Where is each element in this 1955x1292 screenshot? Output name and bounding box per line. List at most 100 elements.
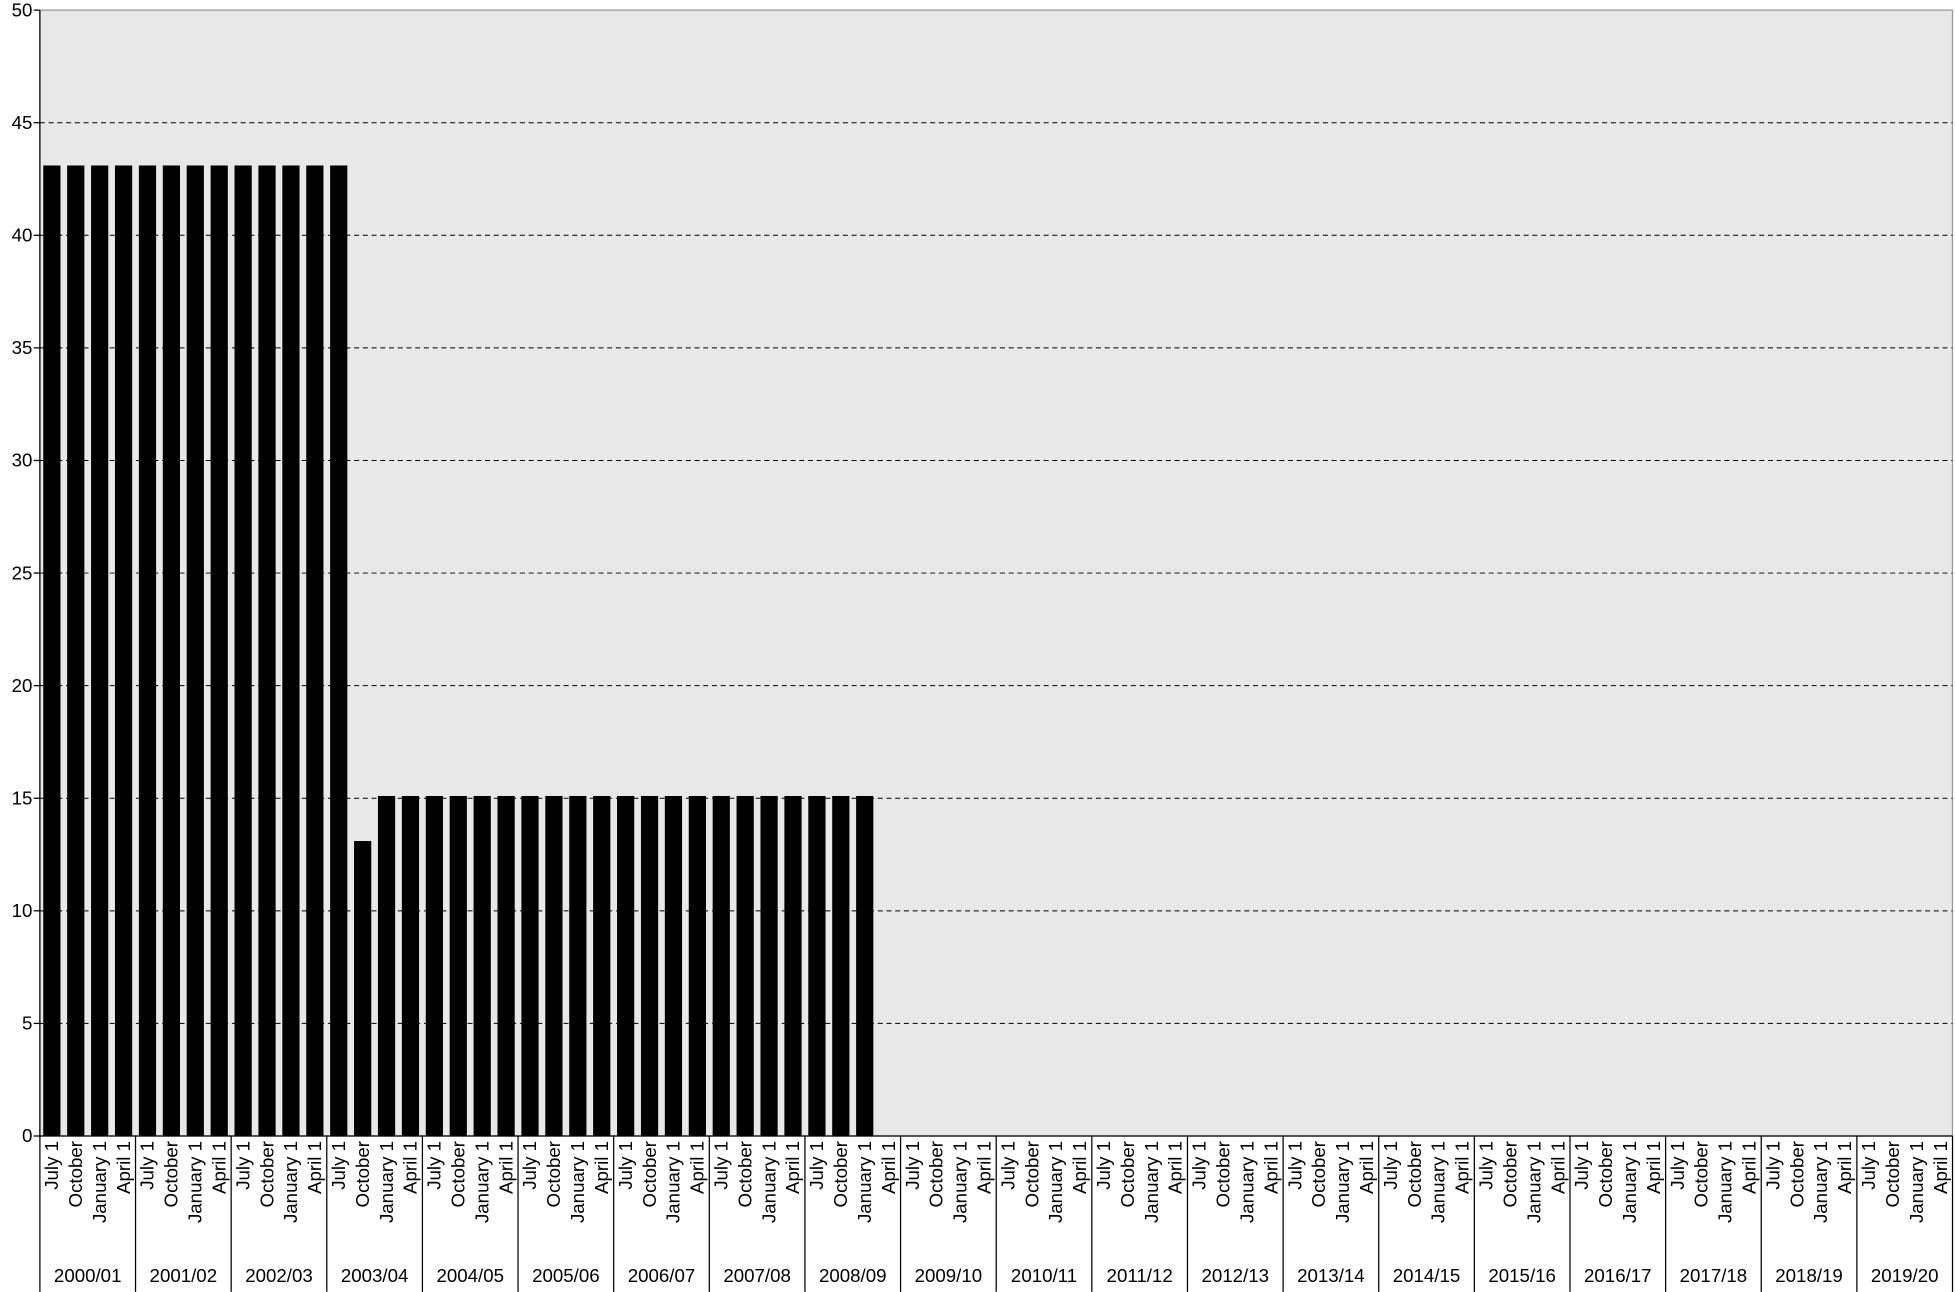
bar bbox=[640, 795, 659, 1136]
bar bbox=[856, 795, 874, 1136]
x-tick-label: January 1 bbox=[1428, 1141, 1449, 1223]
x-tick-label: July 1 bbox=[1571, 1141, 1592, 1190]
x-tick-label: July 1 bbox=[997, 1141, 1018, 1190]
x-tick-label: October bbox=[1595, 1141, 1616, 1207]
x-tick-label: January 1 bbox=[663, 1141, 684, 1223]
x-tick-label: January 1 bbox=[376, 1141, 397, 1223]
group-label: 2006/07 bbox=[628, 1265, 696, 1286]
x-tick-label: July 1 bbox=[1189, 1141, 1210, 1190]
bar bbox=[67, 165, 85, 1136]
x-tick-label: October bbox=[1213, 1141, 1234, 1207]
x-tick-label: January 1 bbox=[567, 1141, 588, 1223]
y-tick-label: 25 bbox=[12, 562, 33, 583]
y-tick-label: 30 bbox=[12, 450, 33, 471]
x-tick-label: April 1 bbox=[495, 1141, 516, 1194]
x-tick-label: October bbox=[830, 1141, 851, 1207]
bar bbox=[210, 165, 228, 1136]
x-tick-label: July 1 bbox=[710, 1141, 731, 1190]
x-tick-label: January 1 bbox=[1332, 1141, 1353, 1223]
y-tick-label: 20 bbox=[12, 675, 33, 696]
bar bbox=[401, 795, 420, 1136]
x-tick-label: April 1 bbox=[1834, 1141, 1855, 1194]
x-tick-label: October bbox=[1404, 1141, 1425, 1207]
bar bbox=[43, 165, 61, 1136]
x-tick-label: April 1 bbox=[1643, 1141, 1664, 1194]
x-tick-label: July 1 bbox=[1093, 1141, 1114, 1190]
group-label: 2009/10 bbox=[915, 1265, 983, 1286]
x-tick-label: July 1 bbox=[1380, 1141, 1401, 1190]
x-tick-label: October bbox=[448, 1141, 469, 1207]
x-tick-label: April 1 bbox=[878, 1141, 899, 1194]
bar bbox=[808, 795, 826, 1136]
bar bbox=[282, 165, 300, 1136]
x-tick-label: April 1 bbox=[687, 1141, 708, 1194]
x-tick-label: April 1 bbox=[1547, 1141, 1568, 1194]
bar bbox=[473, 795, 491, 1136]
bar bbox=[234, 165, 252, 1136]
group-label: 2011/12 bbox=[1107, 1265, 1173, 1286]
group-label: 2004/05 bbox=[436, 1265, 504, 1286]
x-tick-label: July 1 bbox=[1667, 1141, 1688, 1190]
x-tick-label: July 1 bbox=[519, 1141, 540, 1190]
x-tick-label: April 1 bbox=[208, 1141, 229, 1194]
bar bbox=[186, 165, 204, 1136]
x-tick-label: October bbox=[161, 1141, 182, 1207]
x-tick-label: October bbox=[1691, 1141, 1712, 1207]
bar bbox=[138, 165, 157, 1136]
group-label: 2007/08 bbox=[723, 1265, 791, 1286]
x-tick-label: April 1 bbox=[1165, 1141, 1186, 1194]
x-tick-label: April 1 bbox=[1739, 1141, 1760, 1194]
y-tick-label: 0 bbox=[22, 1125, 32, 1146]
bar bbox=[712, 795, 730, 1136]
bar bbox=[258, 165, 276, 1136]
x-tick-label: July 1 bbox=[1858, 1141, 1879, 1190]
x-tick-label: January 1 bbox=[1236, 1141, 1257, 1223]
group-label: 2002/03 bbox=[245, 1265, 313, 1286]
y-tick-label: 15 bbox=[12, 787, 33, 808]
group-label: 2015/16 bbox=[1488, 1265, 1556, 1286]
x-tick-label: April 1 bbox=[1930, 1141, 1951, 1194]
group-label: 2008/09 bbox=[819, 1265, 887, 1286]
x-tick-label: July 1 bbox=[1762, 1141, 1783, 1190]
group-label: 2016/17 bbox=[1584, 1265, 1652, 1286]
bar bbox=[832, 795, 850, 1136]
x-tick-label: July 1 bbox=[41, 1141, 62, 1190]
bar bbox=[497, 795, 515, 1136]
x-tick-label: January 1 bbox=[854, 1141, 875, 1223]
bar bbox=[521, 795, 539, 1136]
bar bbox=[760, 795, 778, 1136]
x-tick-label: April 1 bbox=[782, 1141, 803, 1194]
x-tick-label: January 1 bbox=[758, 1141, 779, 1223]
bar bbox=[162, 165, 180, 1136]
x-tick-label: April 1 bbox=[1452, 1141, 1473, 1194]
x-tick-label: October bbox=[65, 1141, 86, 1207]
group-label: 2005/06 bbox=[532, 1265, 600, 1286]
x-tick-label: October bbox=[734, 1141, 755, 1207]
x-tick-label: April 1 bbox=[113, 1141, 134, 1194]
group-label: 2000/01 bbox=[54, 1265, 122, 1286]
bar bbox=[688, 795, 706, 1136]
x-tick-label: July 1 bbox=[328, 1141, 349, 1190]
group-label: 2017/18 bbox=[1680, 1265, 1748, 1286]
x-tick-label: January 1 bbox=[185, 1141, 206, 1223]
x-tick-label: January 1 bbox=[1523, 1141, 1544, 1223]
x-tick-label: April 1 bbox=[1356, 1141, 1377, 1194]
y-tick-label: 45 bbox=[12, 112, 33, 133]
bar bbox=[664, 795, 683, 1136]
bar bbox=[736, 795, 754, 1136]
x-tick-label: April 1 bbox=[400, 1141, 421, 1194]
y-tick-label: 5 bbox=[22, 1013, 32, 1034]
x-tick-label: July 1 bbox=[424, 1141, 445, 1190]
x-tick-label: October bbox=[1499, 1141, 1520, 1207]
bar bbox=[545, 795, 563, 1136]
group-label: 2019/20 bbox=[1871, 1265, 1939, 1286]
y-tick-label: 50 bbox=[12, 0, 33, 20]
x-tick-label: October bbox=[639, 1141, 660, 1207]
group-label: 2013/14 bbox=[1297, 1265, 1365, 1286]
x-tick-label: January 1 bbox=[1810, 1141, 1831, 1223]
bar bbox=[330, 165, 348, 1136]
x-tick-label: January 1 bbox=[1619, 1141, 1640, 1223]
group-label: 2018/19 bbox=[1775, 1265, 1843, 1286]
bar bbox=[449, 795, 467, 1136]
